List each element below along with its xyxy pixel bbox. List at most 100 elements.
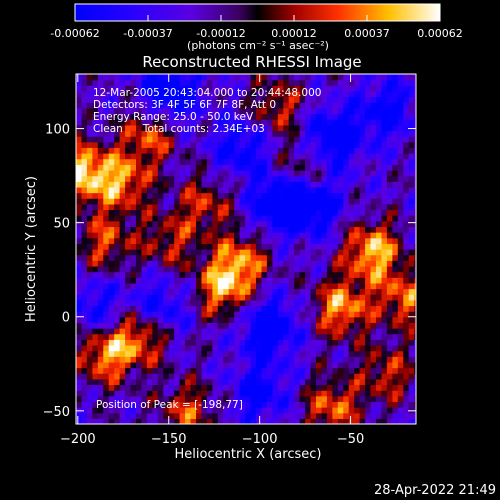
heatmap-cell bbox=[234, 102, 241, 109]
heatmap-cell bbox=[81, 153, 88, 160]
heatmap-cell bbox=[168, 407, 175, 414]
heatmap-cell bbox=[125, 153, 132, 160]
heatmap-cell bbox=[86, 345, 93, 352]
heatmap-cell bbox=[283, 277, 290, 284]
heatmap-cell bbox=[92, 170, 99, 177]
heatmap-cell bbox=[392, 407, 399, 414]
heatmap-cell bbox=[365, 384, 372, 391]
heatmap-cell bbox=[125, 175, 132, 182]
heatmap-cell bbox=[136, 153, 143, 160]
heatmap-cell bbox=[212, 243, 219, 250]
heatmap-cell bbox=[92, 90, 99, 98]
heatmap-cell bbox=[288, 305, 295, 312]
heatmap-cell bbox=[266, 79, 273, 86]
heatmap-cell bbox=[152, 124, 159, 132]
heatmap-cell bbox=[256, 361, 263, 369]
heatmap-cell bbox=[81, 96, 88, 103]
heatmap-cell bbox=[261, 271, 268, 278]
heatmap-cell bbox=[305, 96, 312, 103]
heatmap-cell bbox=[272, 203, 279, 211]
heatmap-cell bbox=[136, 299, 143, 307]
heatmap-cell bbox=[114, 339, 121, 346]
heatmap-cell bbox=[196, 85, 203, 92]
heatmap-cell bbox=[108, 260, 115, 267]
heatmap-cell bbox=[239, 361, 246, 369]
heatmap-cell bbox=[337, 294, 344, 301]
heatmap-cell bbox=[326, 294, 333, 301]
heatmap-cell bbox=[97, 282, 104, 290]
heatmap-cell bbox=[141, 243, 148, 250]
heatmap-cell bbox=[196, 203, 203, 211]
heatmap-cell bbox=[185, 124, 192, 132]
heatmap-cell bbox=[354, 407, 361, 414]
heatmap-cell bbox=[223, 232, 230, 239]
heatmap-cell bbox=[256, 158, 263, 165]
heatmap-cell bbox=[86, 215, 93, 222]
heatmap-cell bbox=[130, 345, 137, 352]
heatmap-cell bbox=[103, 175, 110, 182]
heatmap-cell bbox=[316, 175, 323, 182]
heatmap-cell bbox=[408, 175, 415, 182]
heatmap-cell bbox=[316, 124, 323, 132]
heatmap-cell bbox=[277, 181, 284, 188]
heatmap-cell bbox=[157, 232, 164, 239]
heatmap-cell bbox=[299, 356, 306, 363]
heatmap-cell bbox=[119, 322, 126, 329]
heatmap-cell bbox=[392, 215, 399, 222]
heatmap-cell bbox=[397, 271, 404, 278]
colorbar-gradient bbox=[74, 3, 441, 22]
heatmap-cell bbox=[152, 384, 159, 391]
heatmap-cell bbox=[365, 107, 372, 115]
heatmap-cell bbox=[343, 277, 350, 284]
heatmap-cell bbox=[179, 74, 186, 81]
heatmap-cell bbox=[168, 74, 175, 81]
heatmap-cell bbox=[141, 237, 148, 244]
heatmap-cell bbox=[305, 209, 312, 216]
heatmap-cell bbox=[168, 164, 175, 171]
heatmap-cell bbox=[136, 367, 143, 374]
heatmap-cell bbox=[108, 384, 115, 391]
heatmap-cell bbox=[365, 158, 372, 165]
heatmap-cell bbox=[414, 96, 416, 103]
heatmap-cell bbox=[174, 378, 181, 386]
heatmap-cell bbox=[376, 226, 383, 233]
heatmap-cell bbox=[288, 271, 295, 278]
heatmap-cell bbox=[146, 175, 153, 182]
heatmap-cell bbox=[288, 265, 295, 273]
heatmap-cell bbox=[163, 249, 170, 256]
heatmap-cell bbox=[76, 367, 83, 374]
heatmap-cell bbox=[157, 384, 164, 391]
heatmap-cell bbox=[354, 74, 361, 81]
heatmap-cell bbox=[354, 350, 361, 357]
heatmap-cell bbox=[201, 232, 208, 239]
heatmap-cell bbox=[190, 288, 197, 295]
heatmap-cell bbox=[146, 119, 153, 126]
heatmap-cell bbox=[381, 412, 388, 419]
heatmap-cell bbox=[277, 102, 284, 109]
heatmap-cell bbox=[310, 215, 317, 222]
heatmap-cell bbox=[157, 294, 164, 301]
heatmap-cell bbox=[217, 147, 224, 154]
heatmap-cell bbox=[386, 198, 393, 205]
heatmap-cell bbox=[76, 277, 83, 284]
heatmap-cell bbox=[354, 361, 361, 369]
heatmap-cell bbox=[108, 401, 115, 408]
heatmap-cell bbox=[86, 175, 93, 182]
heatmap-cell bbox=[119, 164, 126, 171]
heatmap-cell bbox=[212, 141, 219, 148]
heatmap-cell bbox=[403, 367, 410, 374]
heatmap-cell bbox=[76, 395, 83, 403]
heatmap-cell bbox=[157, 345, 164, 352]
heatmap-cell bbox=[326, 288, 333, 295]
heatmap-cell bbox=[234, 243, 241, 250]
heatmap-cell bbox=[261, 226, 268, 233]
heatmap-cell bbox=[108, 395, 115, 403]
heatmap-cell bbox=[179, 124, 186, 132]
heatmap-cell bbox=[376, 124, 383, 132]
heatmap-cell bbox=[119, 390, 126, 397]
heatmap-cell bbox=[86, 390, 93, 397]
heatmap-cell bbox=[97, 373, 104, 380]
heatmap-cell bbox=[256, 271, 263, 278]
heatmap-cell bbox=[212, 316, 219, 323]
heatmap-cell bbox=[359, 237, 366, 244]
